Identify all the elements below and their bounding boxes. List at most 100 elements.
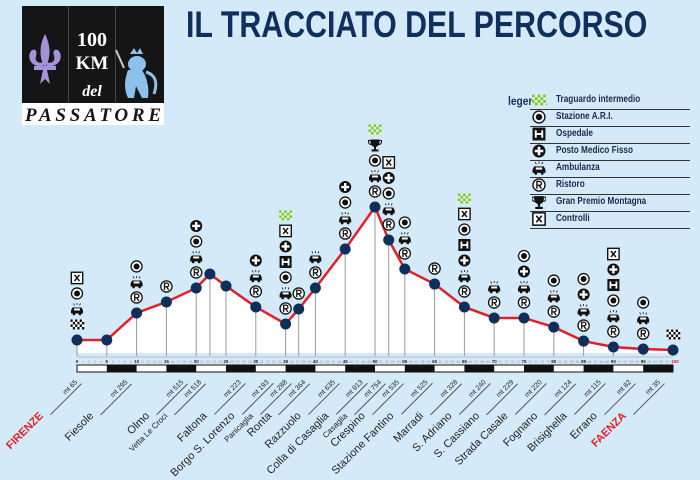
ambulance-icon [532, 161, 546, 175]
km-tick-label: 31 [260, 360, 264, 364]
legend-label: Ambulanza [556, 162, 600, 173]
logo-100km-del-passatore: 100 KM del PASSATORE [22, 6, 164, 125]
profile-point [220, 280, 232, 292]
km-tick-label: 52 [385, 360, 389, 364]
km-tick-label: 1 [82, 360, 84, 364]
km-tick-label: 24 [218, 360, 222, 364]
ari-station-icon [637, 296, 650, 309]
refreshment-icon [382, 218, 395, 231]
fleur-de-lis-icon [29, 34, 61, 84]
ambulance-icon [249, 269, 262, 283]
ari-station-icon [339, 196, 352, 209]
km-tick-label: 63 [451, 360, 455, 364]
profile-point [548, 321, 560, 333]
km-tick-label: 47 [355, 360, 359, 364]
checkpoint-icon [532, 212, 546, 226]
km-tick-label: 39 [307, 360, 311, 364]
ari-station-icon [607, 294, 620, 307]
profile-point [488, 312, 500, 324]
km-ruler-segment [226, 365, 256, 372]
legend-label: Controlli [556, 213, 590, 224]
ambulance-icon [458, 269, 471, 283]
km-tick-label: 62 [445, 360, 449, 364]
trophy-icon [532, 196, 546, 209]
km-ruler-segment [166, 365, 197, 372]
km-tick-label: 61 [439, 360, 443, 364]
km-tick-label: 6 [112, 360, 114, 364]
trophy-icon [368, 139, 382, 152]
km-tick-label: 59 [427, 360, 431, 364]
ari-station-icon [398, 216, 411, 229]
km-tick-label: 79 [546, 360, 550, 364]
profile-point [637, 343, 649, 355]
profile-point [204, 268, 216, 280]
profile-point [309, 282, 321, 294]
route-profile-chart: 0 1 2 3 4 5 6 7 8 9 10 11 12 13 14 15 16 17 18 19 20 21 22 23 24… [70, 124, 681, 373]
km-tick-label: 55 [402, 359, 408, 364]
km-tick-label: 73 [510, 360, 514, 364]
km-tick-label: 11 [141, 360, 145, 364]
medical-post-icon [190, 219, 203, 232]
km-tick-label: 10 [134, 359, 140, 364]
medical-post-icon [249, 254, 262, 267]
ari-station-icon [532, 110, 546, 124]
ambulance-icon [577, 304, 590, 317]
legend-label: Gran Premio Montagna [556, 196, 647, 207]
legend-item-ristoro: Ristoro [530, 177, 690, 195]
refreshment-icon [189, 266, 203, 279]
km-tick-label: 95 [641, 359, 647, 364]
page-title: IL TRACCIATO DEL PERCORSO [186, 4, 648, 45]
checkpoint-icon [607, 247, 620, 261]
profile-point [667, 344, 679, 356]
medical-post-icon [532, 144, 546, 158]
legend-label: Posto Medico Fisso [556, 145, 634, 156]
legend-item-ari: Stazione A.R.I. [530, 109, 690, 127]
profile-point [383, 234, 395, 246]
km-tick-label: 45 [343, 359, 349, 364]
profile-point [131, 307, 143, 319]
km-tick-label: 5 [106, 359, 109, 364]
profile-point [518, 312, 530, 324]
refreshment-icon [338, 227, 352, 240]
profile-point [250, 301, 262, 313]
km-ruler-segment [583, 365, 614, 372]
km-tick-label: 18 [182, 360, 186, 364]
medical-post-icon [382, 171, 395, 184]
checkpoint-icon [279, 224, 293, 238]
intermediate-finish-flag-icon [532, 94, 546, 106]
refreshment-icon [517, 296, 531, 309]
km-tick-label: 36 [290, 360, 294, 364]
medical-post-icon [607, 263, 620, 276]
refreshment-icon [577, 319, 590, 332]
legend-label: Ospedale [556, 128, 593, 139]
km-tick-label: 43 [331, 360, 335, 364]
ambulance-icon [279, 286, 292, 300]
ari-station-icon [517, 249, 531, 263]
km-tick-label: 57 [415, 360, 419, 364]
refreshment-icon [279, 302, 292, 315]
hospital-icon [458, 238, 471, 251]
km-tick-label: 22 [206, 360, 210, 364]
medical-post-icon [577, 288, 590, 301]
ambulance-icon [398, 231, 411, 245]
refreshment-icon [428, 262, 441, 275]
legend-item-traguardo: Traguardo intermedio [530, 92, 690, 110]
ari-station-icon [382, 187, 395, 200]
km-tick-label: 25 [223, 359, 229, 364]
finish-flag-icon [666, 329, 681, 340]
km-tick-label: 89 [605, 360, 609, 364]
km-tick-label: 20 [194, 359, 200, 364]
logo-del: del [82, 83, 102, 100]
profile-point [399, 263, 411, 275]
ari-station-icon [190, 235, 203, 248]
km-tick-label: 21 [200, 360, 204, 364]
logo-100: 100 [77, 29, 107, 51]
profile-point [607, 341, 619, 353]
refreshment-icon [398, 247, 412, 260]
checkpoint-icon [457, 207, 471, 221]
intermediate-finish-flag-icon [279, 210, 293, 221]
km-tick-label: 94 [635, 360, 639, 364]
km-tick-label: 29 [248, 360, 252, 364]
km-tick-label: 28 [242, 360, 246, 364]
profile-point [190, 282, 202, 294]
